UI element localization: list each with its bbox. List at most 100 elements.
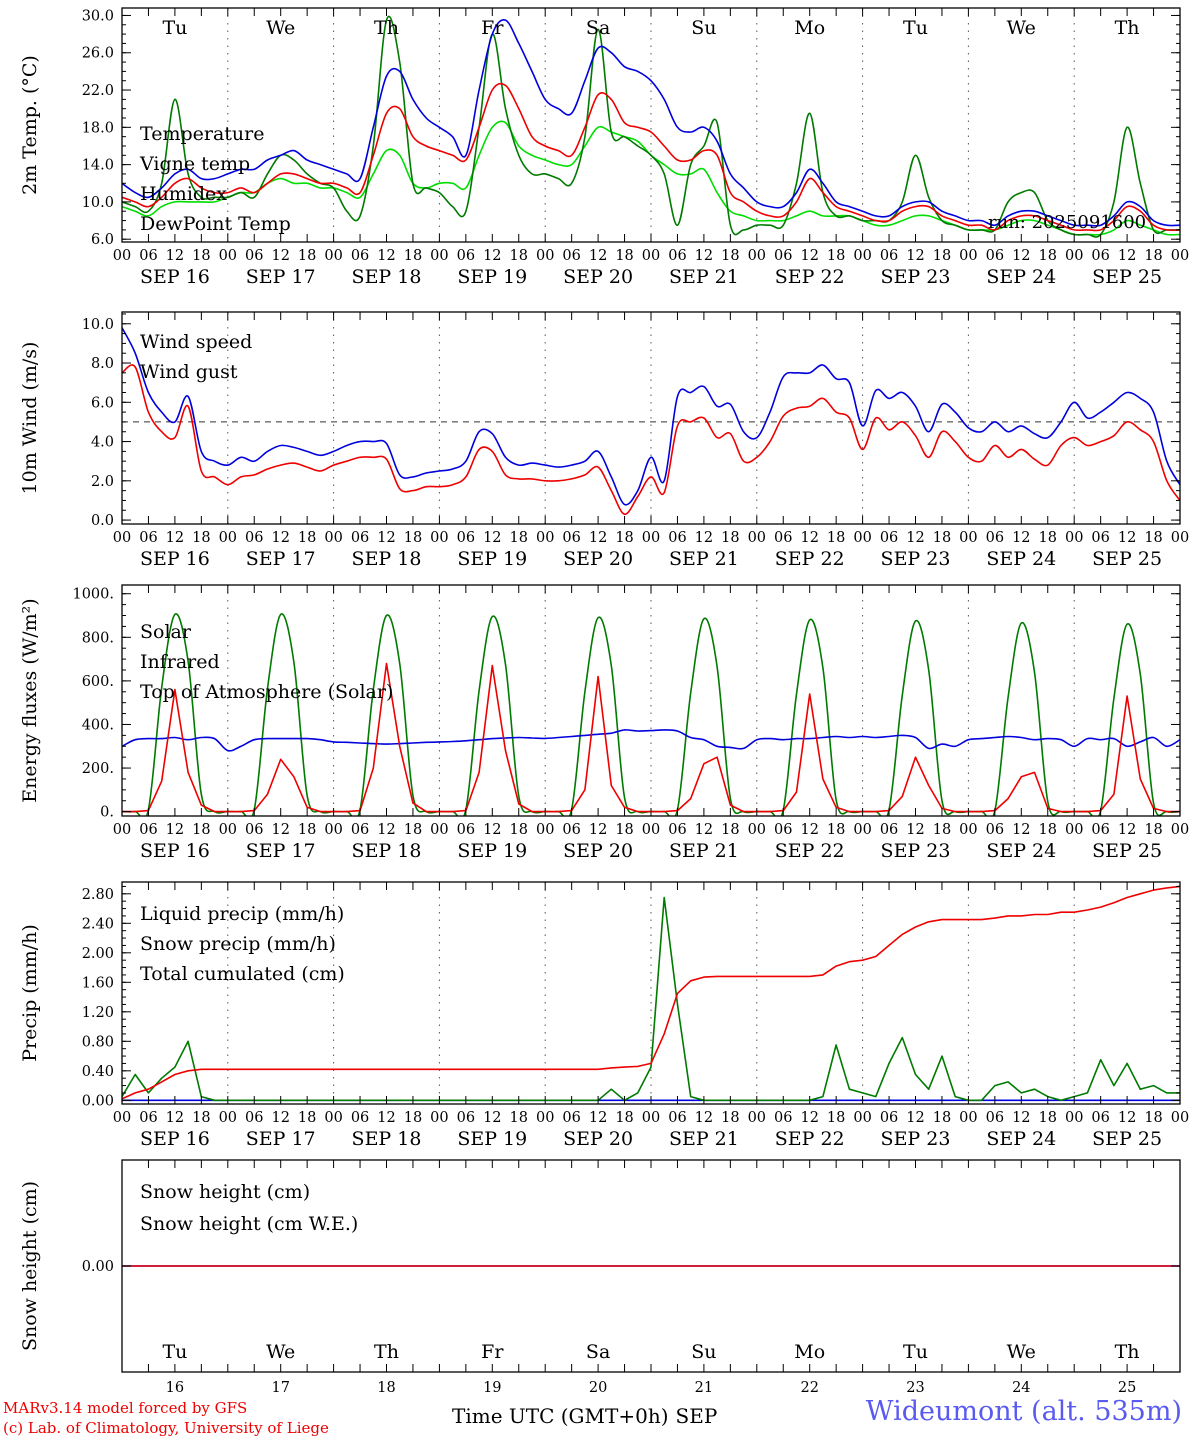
svg-text:22.0: 22.0 <box>82 83 114 99</box>
svg-text:12: 12 <box>906 1110 924 1126</box>
month-label: SEP <box>675 1404 718 1428</box>
svg-text:00: 00 <box>1065 1110 1083 1126</box>
svg-text:1000.: 1000. <box>72 587 114 603</box>
svg-text:SEP 17: SEP 17 <box>246 840 316 862</box>
svg-text:SEP 23: SEP 23 <box>881 1128 951 1150</box>
svg-text:06: 06 <box>351 1110 369 1126</box>
svg-text:18: 18 <box>298 1110 316 1126</box>
svg-text:4.0: 4.0 <box>91 435 114 451</box>
svg-text:12: 12 <box>1012 248 1030 264</box>
svg-text:SEP 18: SEP 18 <box>352 548 422 570</box>
svg-text:18: 18 <box>1039 530 1057 546</box>
svg-text:SEP 19: SEP 19 <box>457 840 527 862</box>
svg-text:SEP 20: SEP 20 <box>563 1128 633 1150</box>
svg-text:12: 12 <box>271 822 289 838</box>
svg-text:SEP 16: SEP 16 <box>140 1128 210 1150</box>
svg-text:06: 06 <box>986 1110 1004 1126</box>
svg-text:00: 00 <box>324 1110 342 1126</box>
time-axis-title-text: Time UTC (GMT+0h) <box>452 1404 669 1428</box>
svg-text:06: 06 <box>245 1110 263 1126</box>
svg-text:12: 12 <box>166 530 184 546</box>
svg-text:00: 00 <box>113 822 131 838</box>
svg-text:18: 18 <box>404 1110 422 1126</box>
station-label: Wideumont (alt. 535m) <box>865 1396 1182 1427</box>
svg-text:18: 18 <box>1144 248 1162 264</box>
svg-text:Th: Th <box>1115 17 1140 39</box>
svg-text:Snow height (cm): Snow height (cm) <box>19 1181 41 1351</box>
svg-text:SEP 18: SEP 18 <box>352 1128 422 1150</box>
svg-text:We: We <box>266 17 295 39</box>
svg-text:SEP 23: SEP 23 <box>881 548 951 570</box>
svg-text:00: 00 <box>1171 1110 1189 1126</box>
svg-text:06: 06 <box>774 1110 792 1126</box>
svg-text:06: 06 <box>880 248 898 264</box>
svg-text:18: 18 <box>192 530 210 546</box>
svg-text:12: 12 <box>1012 530 1030 546</box>
model-credit: MARv3.14 model forced by GFS (c) Lab. of… <box>3 1398 329 1438</box>
svg-text:06: 06 <box>880 822 898 838</box>
svg-text:We: We <box>1007 17 1036 39</box>
svg-text:00: 00 <box>430 822 448 838</box>
svg-text:12: 12 <box>377 1110 395 1126</box>
svg-text:30.0: 30.0 <box>82 8 114 24</box>
svg-text:06: 06 <box>668 822 686 838</box>
svg-text:00: 00 <box>642 248 660 264</box>
svg-text:00: 00 <box>748 530 766 546</box>
svg-text:00: 00 <box>1065 822 1083 838</box>
svg-text:00: 00 <box>1171 248 1189 264</box>
svg-text:00: 00 <box>430 1110 448 1126</box>
svg-text:Mo: Mo <box>794 1341 825 1363</box>
svg-text:12: 12 <box>1012 822 1030 838</box>
svg-text:00: 00 <box>113 248 131 264</box>
svg-text:06: 06 <box>457 248 475 264</box>
svg-text:18: 18 <box>933 822 951 838</box>
svg-text:0.: 0. <box>100 805 114 821</box>
svg-text:2.40: 2.40 <box>82 916 114 932</box>
svg-text:12: 12 <box>906 248 924 264</box>
svg-text:0.00: 0.00 <box>82 1093 114 1109</box>
svg-text:06: 06 <box>880 1110 898 1126</box>
svg-text:18: 18 <box>192 822 210 838</box>
svg-text:06: 06 <box>880 530 898 546</box>
svg-text:Precip (mm/h): Precip (mm/h) <box>19 924 41 1062</box>
svg-text:00: 00 <box>430 530 448 546</box>
svg-text:SEP 24: SEP 24 <box>986 266 1056 288</box>
panel-flux: 0. 200. 400. 600. 800. 1000. 00 06 12 18 00 06 12 18 0… <box>19 584 1189 862</box>
svg-text:12: 12 <box>377 822 395 838</box>
svg-text:06: 06 <box>351 248 369 264</box>
svg-text:18: 18 <box>298 822 316 838</box>
svg-text:21: 21 <box>695 1380 713 1396</box>
svg-text:Snow height (cm W.E.): Snow height (cm W.E.) <box>140 1213 358 1235</box>
svg-text:18: 18 <box>404 530 422 546</box>
svg-text:SEP 17: SEP 17 <box>246 266 316 288</box>
svg-text:18: 18 <box>1039 248 1057 264</box>
svg-text:00: 00 <box>959 822 977 838</box>
svg-text:12: 12 <box>589 530 607 546</box>
svg-text:18: 18 <box>298 530 316 546</box>
svg-text:SEP 18: SEP 18 <box>352 266 422 288</box>
svg-text:12: 12 <box>483 1110 501 1126</box>
svg-text:2.80: 2.80 <box>82 887 114 903</box>
svg-text:SEP 22: SEP 22 <box>775 548 845 570</box>
time-axis-title: Time UTC (GMT+0h) SEP <box>452 1404 717 1428</box>
svg-text:06: 06 <box>774 248 792 264</box>
svg-text:14.0: 14.0 <box>82 158 114 174</box>
svg-text:00: 00 <box>113 530 131 546</box>
svg-text:22: 22 <box>800 1380 818 1396</box>
svg-text:Tu: Tu <box>162 1341 187 1363</box>
svg-text:SEP 22: SEP 22 <box>775 1128 845 1150</box>
svg-text:26.0: 26.0 <box>82 46 114 62</box>
svg-text:SEP 19: SEP 19 <box>457 1128 527 1150</box>
svg-text:18.0: 18.0 <box>82 120 114 136</box>
svg-text:SEP 16: SEP 16 <box>140 840 210 862</box>
svg-text:06: 06 <box>457 822 475 838</box>
svg-text:SEP 21: SEP 21 <box>669 1128 739 1150</box>
svg-text:2.00: 2.00 <box>82 946 114 962</box>
svg-text:10m Wind (m/s): 10m Wind (m/s) <box>19 342 41 495</box>
svg-text:18: 18 <box>721 248 739 264</box>
panel-temp: 6.0 10.0 14.0 18.0 22.0 26.0 30.0 00 06 12 18 00 06 1… <box>19 7 1189 288</box>
svg-text:18: 18 <box>510 530 528 546</box>
svg-text:23: 23 <box>906 1380 924 1396</box>
svg-text:06: 06 <box>457 530 475 546</box>
svg-text:12: 12 <box>589 822 607 838</box>
